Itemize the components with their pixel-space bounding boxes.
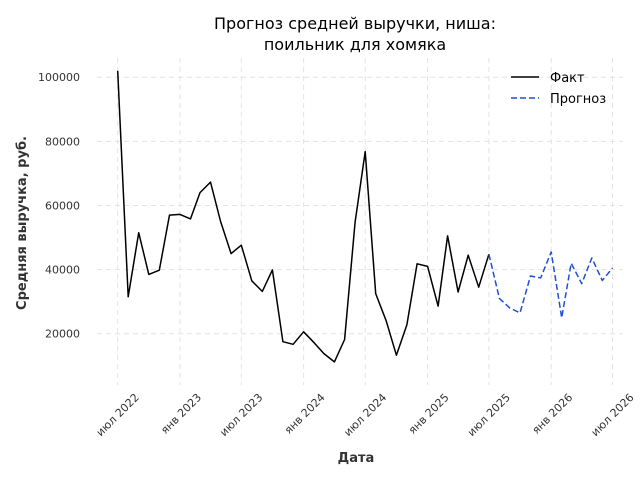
legend-label-fact: Факт — [550, 71, 585, 86]
y-tick-label: 40000 — [45, 264, 80, 277]
series-line-forecast — [488, 251, 614, 319]
series-lines — [116, 70, 614, 363]
y-axis-label: Средняя выручка, руб. — [15, 136, 30, 310]
legend-label-forecast: Прогноз — [550, 92, 606, 107]
chart-title-line-2: поильник для хомяка — [264, 35, 446, 54]
y-tick-labels: 20000 40000 60000 80000 100000 — [38, 71, 80, 340]
y-tick-label: 20000 — [45, 328, 80, 341]
series-line-fact — [116, 70, 490, 363]
grid — [97, 58, 623, 385]
legend: Факт Прогноз — [511, 71, 606, 107]
y-tick-label: 100000 — [38, 71, 80, 84]
y-tick-label: 80000 — [45, 135, 80, 148]
chart-title: Прогноз средней выручки, ниша: поильник … — [214, 14, 496, 54]
chart-title-line-1: Прогноз средней выручки, ниша: — [214, 14, 496, 33]
y-tick-label: 60000 — [45, 199, 80, 212]
x-axis-label: Дата — [338, 451, 375, 466]
